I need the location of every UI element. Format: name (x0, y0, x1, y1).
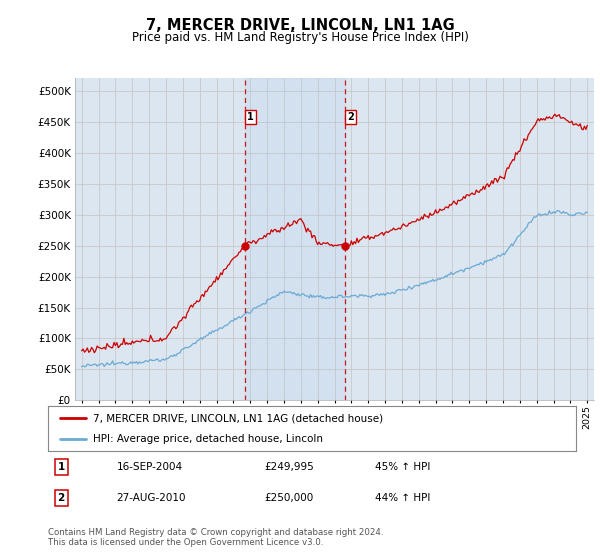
Text: 45% ↑ HPI: 45% ↑ HPI (376, 462, 431, 472)
Text: 44% ↑ HPI: 44% ↑ HPI (376, 493, 431, 503)
Text: 16-SEP-2004: 16-SEP-2004 (116, 462, 183, 472)
Text: 27-AUG-2010: 27-AUG-2010 (116, 493, 186, 503)
Text: 2: 2 (347, 112, 354, 122)
Text: 7, MERCER DRIVE, LINCOLN, LN1 1AG (detached house): 7, MERCER DRIVE, LINCOLN, LN1 1AG (detac… (93, 413, 383, 423)
Text: £250,000: £250,000 (265, 493, 314, 503)
Text: 7, MERCER DRIVE, LINCOLN, LN1 1AG: 7, MERCER DRIVE, LINCOLN, LN1 1AG (146, 18, 454, 33)
Text: Contains HM Land Registry data © Crown copyright and database right 2024.
This d: Contains HM Land Registry data © Crown c… (48, 528, 383, 547)
Text: 1: 1 (247, 112, 254, 122)
Text: £249,995: £249,995 (265, 462, 314, 472)
Text: HPI: Average price, detached house, Lincoln: HPI: Average price, detached house, Linc… (93, 433, 323, 444)
Text: 1: 1 (58, 462, 65, 472)
Text: 2: 2 (58, 493, 65, 503)
Bar (245, 78, 346, 400)
Text: Price paid vs. HM Land Registry's House Price Index (HPI): Price paid vs. HM Land Registry's House … (131, 31, 469, 44)
